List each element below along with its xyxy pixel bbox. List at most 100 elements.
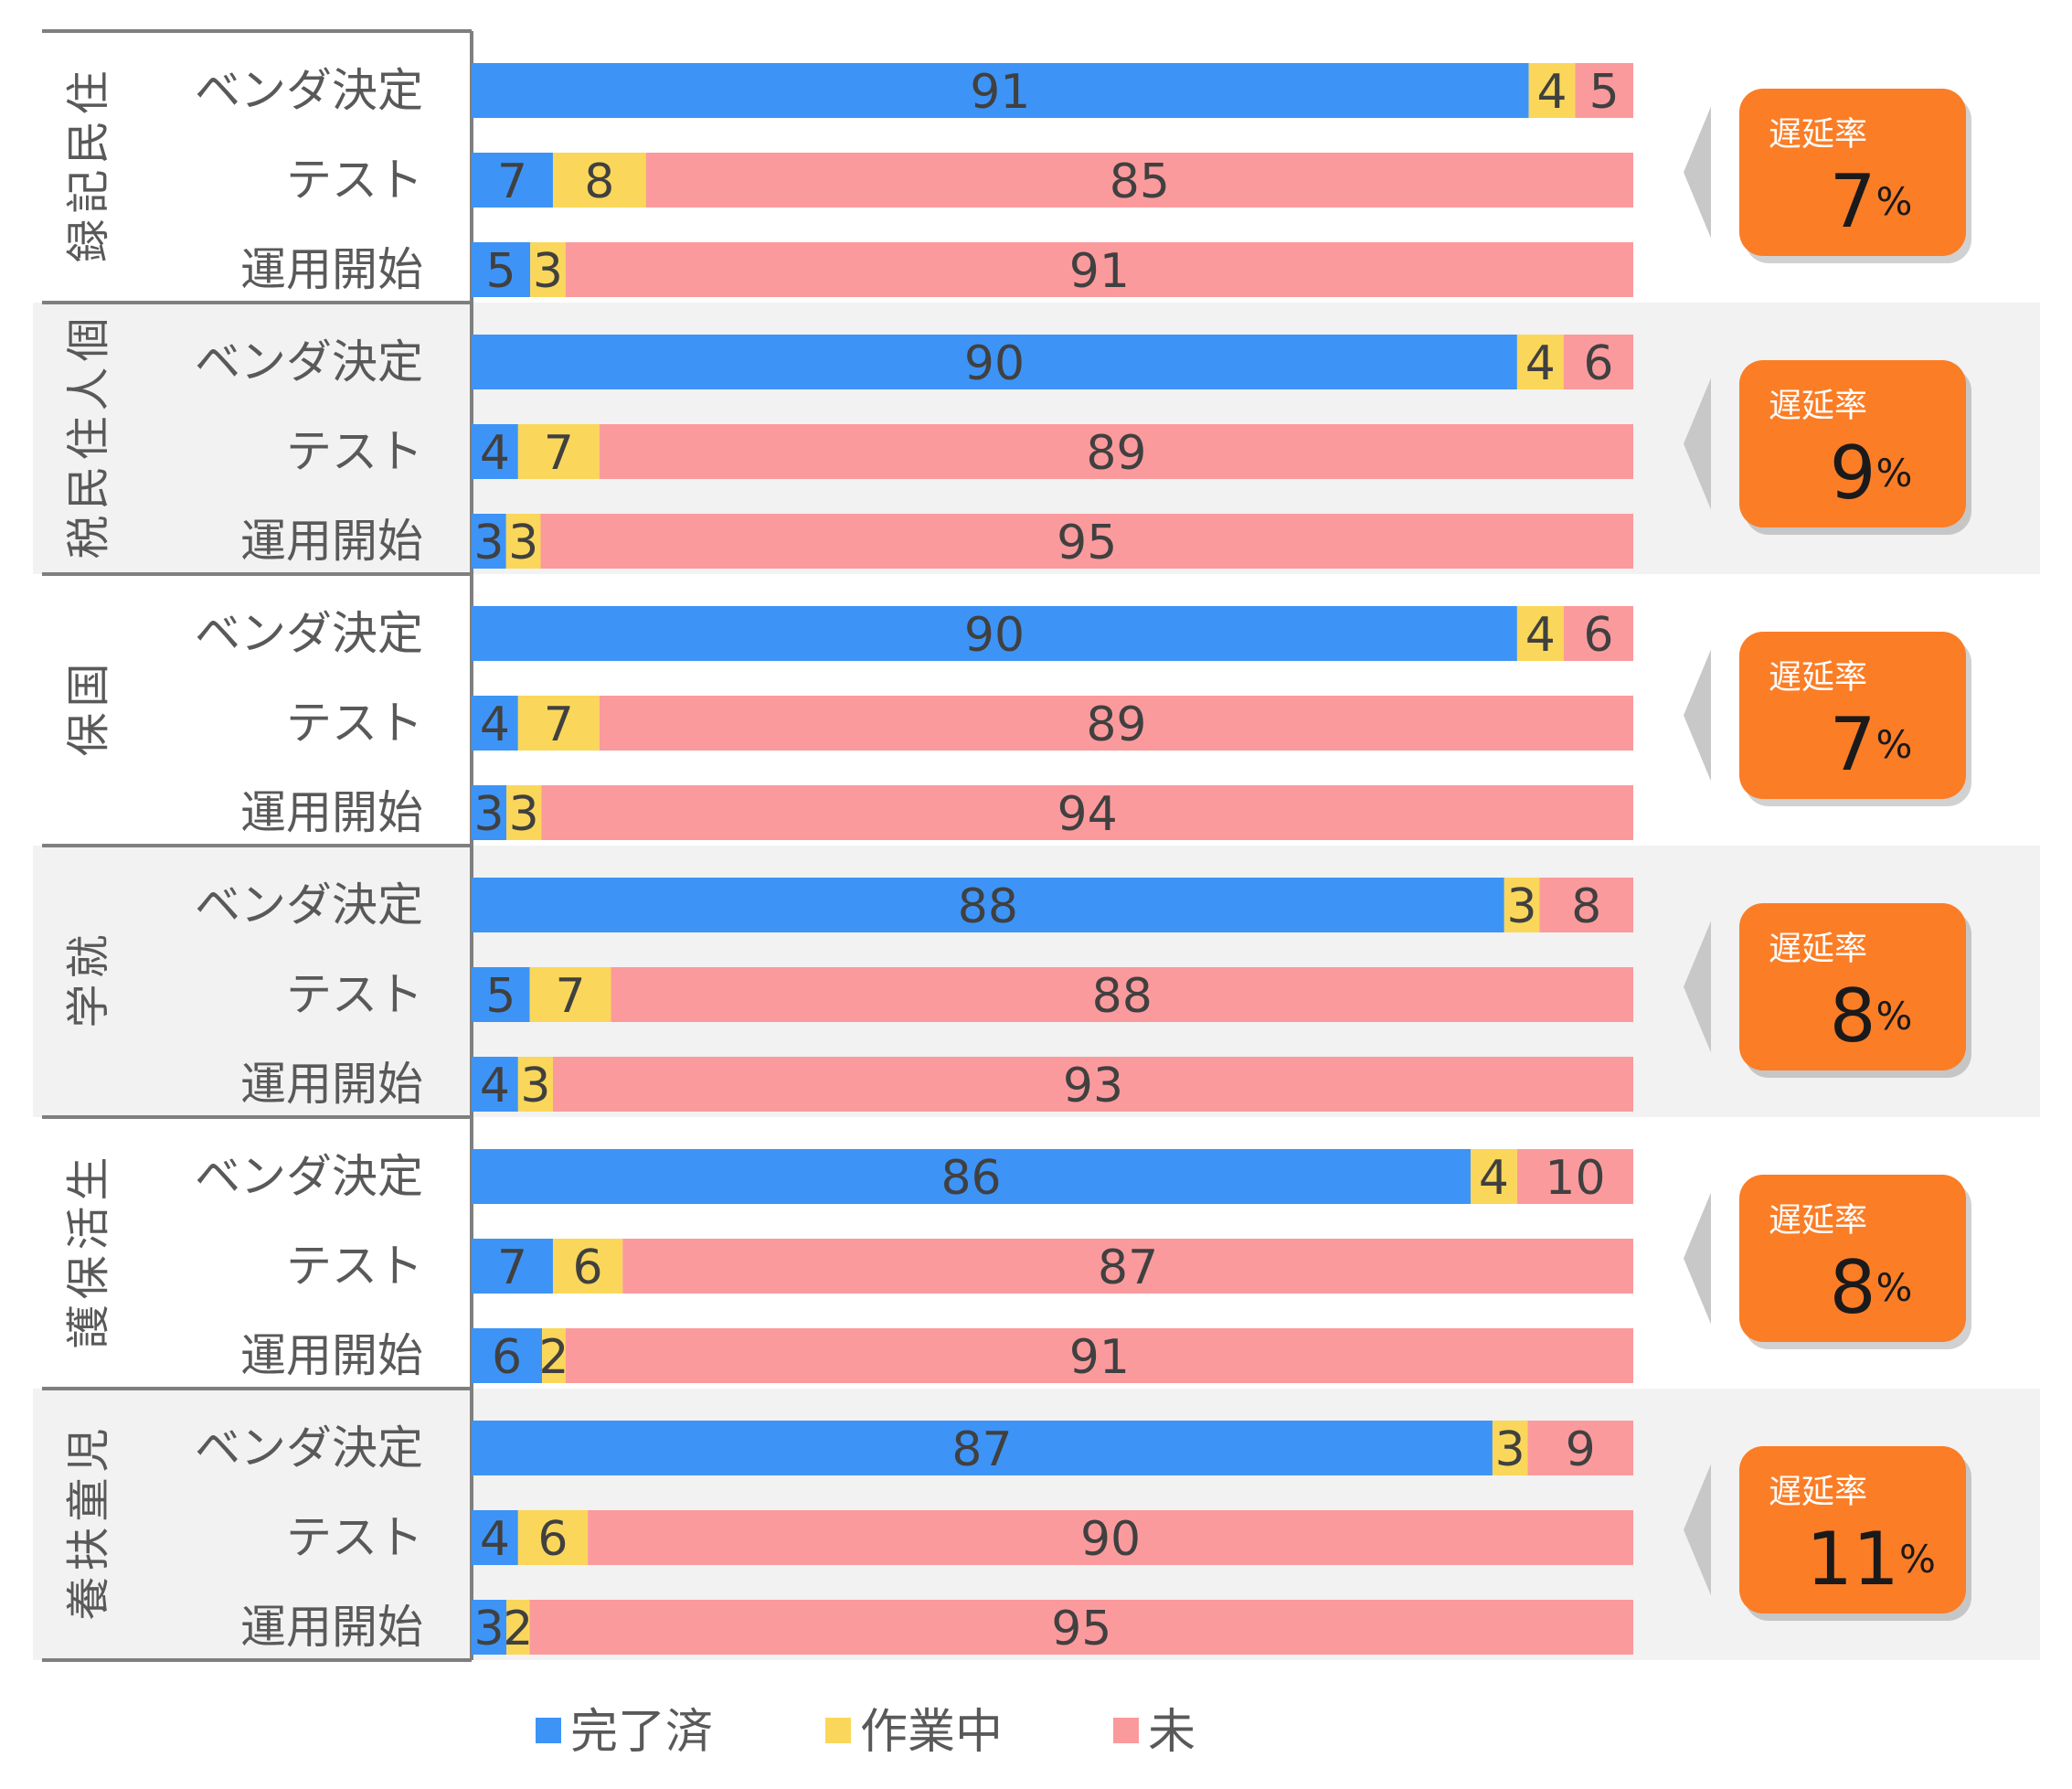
group-name-char: 国 [63,663,114,707]
bar-segment-todo [599,424,1633,479]
callout-arrow [1684,1192,1711,1325]
bar-segment-wip [505,514,541,569]
bar-segment-wip [1492,1421,1528,1475]
data-label: 93 [1063,1059,1123,1113]
group-name-char: 童 [63,1477,114,1521]
group-name-char: 人 [63,367,114,410]
bar-segment-wip [552,153,646,208]
row-label: テスト [286,968,423,1021]
delay-value: 9 [1830,431,1876,516]
delay-label: 遅延率 [1769,1202,1867,1240]
bar-segment-done [472,153,553,208]
group-name-char: 税 [63,515,114,559]
legend-label-done: 完了済 [570,1705,713,1760]
bar-segment-todo [1575,63,1633,118]
bar-segment-todo [622,1239,1633,1294]
data-label: 3 [508,516,538,570]
data-label: 89 [1086,426,1146,481]
row-label: ベンダ決定 [195,64,423,117]
group-name-char: 児 [63,1428,114,1472]
data-label: 3 [1506,879,1536,934]
legend-swatch-done [536,1718,561,1743]
bar-segment-todo [541,785,1633,840]
data-label: 95 [1051,1602,1111,1656]
bar-segment-done [472,696,518,751]
row-label: 運用開始 [240,243,423,296]
group-name-char: 保 [63,712,114,756]
bar-segment-todo [1563,335,1633,389]
data-label: 87 [951,1422,1012,1477]
bar-segment-wip [506,785,542,840]
data-label: 4 [1479,1151,1509,1206]
group-name-char: 住 [63,416,114,460]
delay-unit: % [1899,1537,1936,1581]
delay-unit: % [1875,179,1912,224]
data-label: 95 [1057,516,1117,570]
data-label: 4 [1525,336,1556,391]
data-label: 5 [1589,65,1620,120]
data-label: 88 [958,879,1018,934]
bar-segment-todo [1516,1149,1633,1204]
delay-rate: 8% [1830,1245,1913,1330]
data-label: 4 [480,1059,510,1113]
row-label: 運用開始 [240,1058,423,1111]
row-label: テスト [286,1511,423,1564]
data-label: 3 [520,1059,550,1113]
bar-segment-done [472,63,1529,118]
callout-arrow [1684,649,1711,782]
delay-badge [1739,903,1966,1070]
bar-segment-done [472,1421,1493,1475]
row-label: 運用開始 [240,1329,423,1382]
group-name-char: 録 [63,218,114,262]
callout-arrow [1684,378,1711,510]
data-label: 5 [486,244,516,299]
delay-badge [1739,1175,1966,1342]
data-label: 8 [1571,879,1601,934]
bar-segment-done [472,785,507,840]
data-label: 10 [1545,1151,1605,1206]
delay-rate: 9% [1830,431,1913,516]
data-label: 3 [473,516,504,570]
delay-value: 7 [1830,159,1876,244]
bar-segment-todo [565,242,1634,297]
callout-arrow [1684,1464,1711,1596]
row-label: ベンダ決定 [195,607,423,660]
delay-unit: % [1875,1265,1912,1310]
bar-segment-done [472,1328,543,1383]
delay-value: 7 [1830,702,1876,787]
bar-segment-wip [1516,606,1564,661]
bar-segment-todo [1539,878,1633,932]
bar-segment-wip [529,967,611,1022]
bar-segment-todo [1527,1421,1633,1475]
bar-segment-todo [565,1328,1634,1383]
bar-segment-todo [599,696,1633,751]
bar-segment-todo [1563,606,1633,661]
data-label: 2 [503,1602,533,1656]
data-label: 4 [480,697,510,752]
delay-label: 遅延率 [1769,931,1867,968]
delay-unit: % [1875,994,1912,1038]
data-label: 3 [509,787,539,842]
data-label: 90 [964,336,1025,391]
data-label: 8 [584,154,614,209]
legend-label-todo: 未 [1148,1705,1195,1760]
bar-segment-wip [530,242,566,297]
delay-label: 遅延率 [1769,1474,1867,1511]
bar-segment-todo [645,153,1633,208]
bar-segment-done [472,1510,518,1565]
bar-segment-todo [540,514,1634,569]
bar-segment-wip [1471,1149,1517,1204]
data-label: 87 [1098,1241,1158,1295]
bar-segment-done [472,335,1517,389]
bar-segment-todo [529,1600,1633,1655]
bar-segment-done [472,1600,507,1655]
bar-segment-done [472,424,518,479]
data-label: 4 [480,426,510,481]
row-label: ベンダ決定 [195,1422,423,1475]
delay-rate: 7% [1830,159,1913,244]
row-label: 運用開始 [240,515,423,568]
group-name-char: 民 [63,120,114,164]
data-label: 2 [538,1330,568,1385]
group-name-char: 保 [63,1255,114,1299]
delay-label: 遅延率 [1769,388,1867,425]
